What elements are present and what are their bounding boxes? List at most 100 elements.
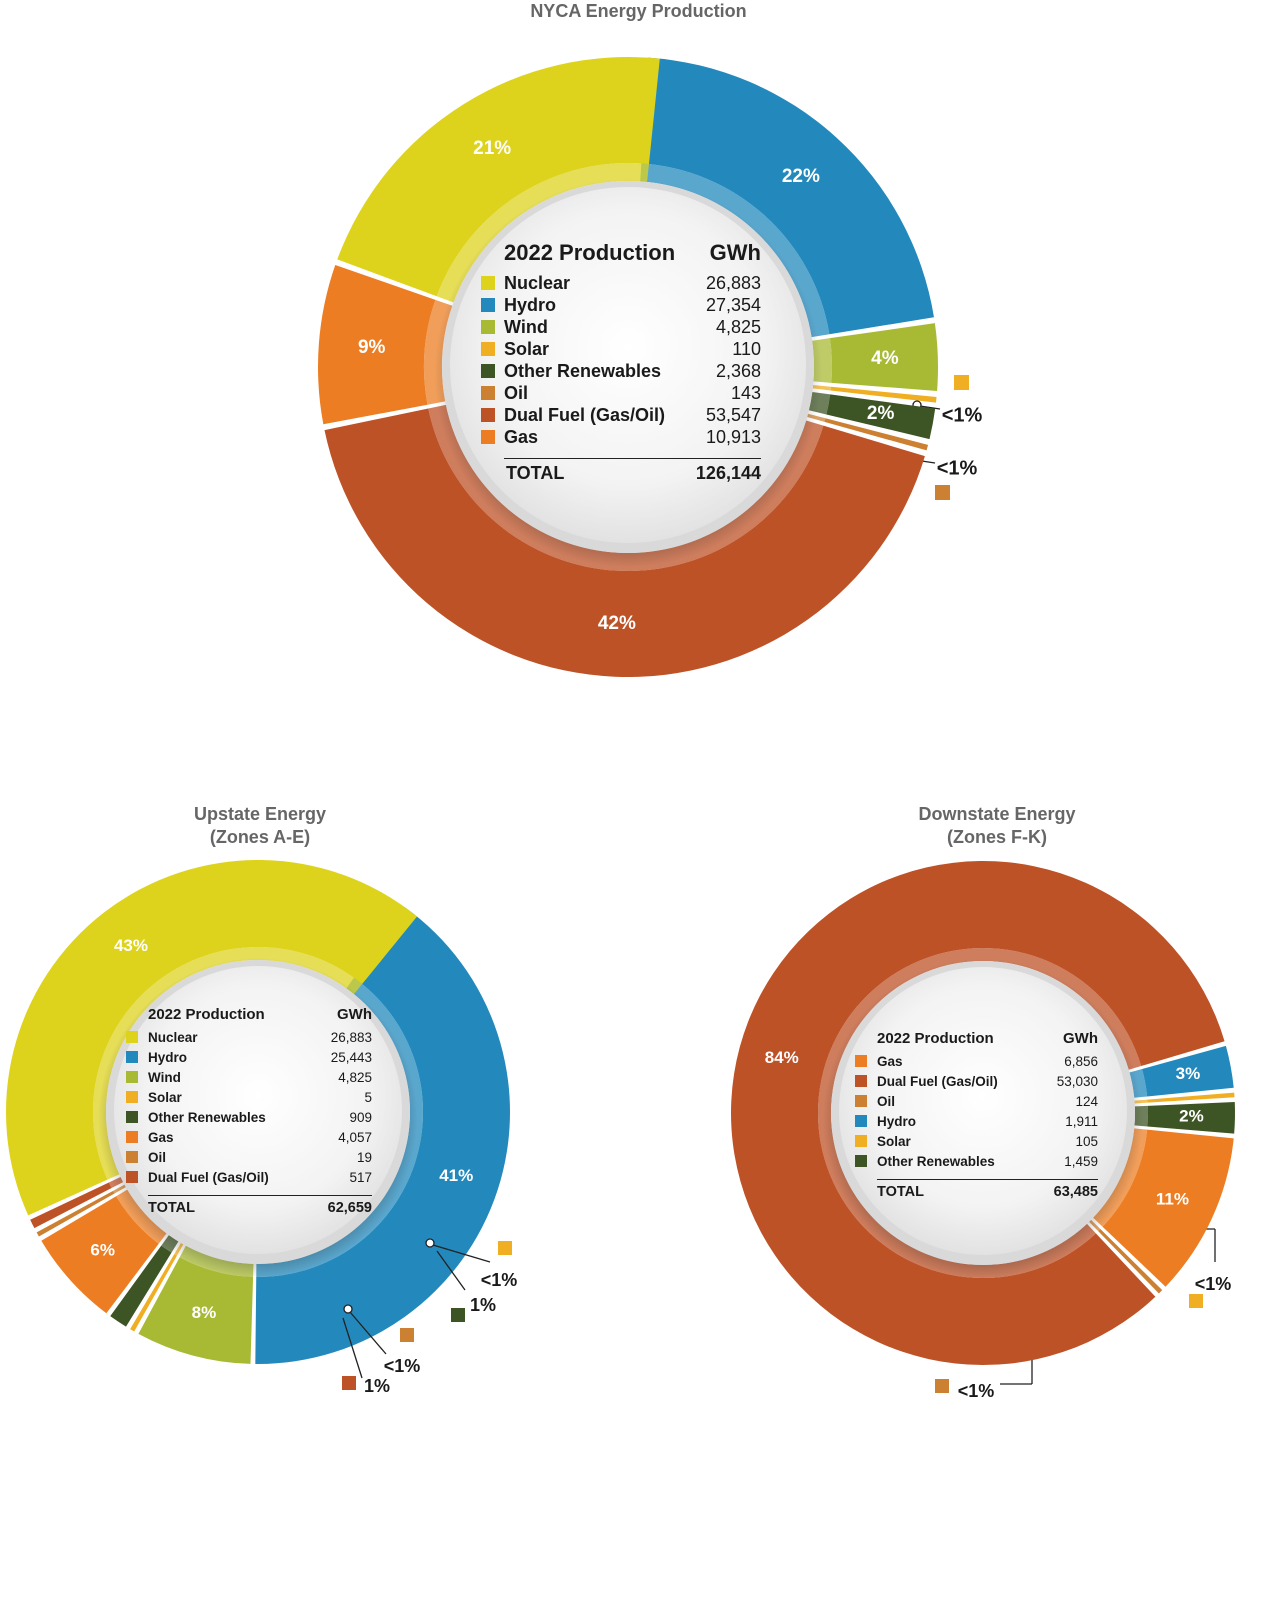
legend-value: 6,856 xyxy=(1064,1053,1098,1069)
legend-row-oil: Oil 19 xyxy=(126,1147,372,1167)
legend-row-nuclear: Nuclear 26,883 xyxy=(481,272,761,294)
donut-chart-3: 3% <1% 2% 11% <1% 84% xyxy=(731,861,1235,1401)
legend-value: 124 xyxy=(1075,1093,1098,1109)
legend-swatch xyxy=(855,1055,867,1067)
slice-percent-label: 6% xyxy=(90,1241,115,1260)
legend-total-label: TOTAL xyxy=(877,1184,924,1200)
downstate-title-line-2: (Zones F-K) xyxy=(947,827,1047,847)
slice-hydro xyxy=(1142,1045,1234,1097)
legend-label: Oil xyxy=(877,1093,896,1109)
inner-disc xyxy=(114,966,402,1254)
downstate-chart-title: Downstate Energy (Zones F-K) xyxy=(837,803,1157,849)
slice-percent-label: 2% xyxy=(867,403,895,424)
slice-other-renewables xyxy=(826,394,936,440)
legend-header-unit: GWh xyxy=(1063,1030,1098,1047)
legend-label: Other Renewables xyxy=(148,1109,266,1125)
legend-label: Hydro xyxy=(148,1049,188,1065)
callout-label: <1% xyxy=(958,1381,995,1401)
legend-swatch xyxy=(126,1171,138,1183)
slice-gas xyxy=(318,265,436,425)
legend-rows: Nuclear 26,883 Hydro 25,443 Wind 4,825 Solar 5 O… xyxy=(126,1027,372,1187)
callout-swatch xyxy=(342,1376,356,1390)
legend-row-nuclear: Nuclear 26,883 xyxy=(126,1027,372,1047)
legend-swatch xyxy=(481,430,495,444)
slice-nuclear xyxy=(6,860,418,1216)
callout-label: 1% xyxy=(364,1376,390,1396)
downstate-legend: 2022 Production GWh Gas 6,856 Dual Fuel (G… xyxy=(855,1030,1098,1200)
legend-row-oil: Oil 143 xyxy=(481,382,761,404)
legend-value: 110 xyxy=(732,338,761,359)
legend-value: 27,354 xyxy=(705,294,761,315)
slice-percent-label: 84% xyxy=(765,1048,799,1067)
callout-label: <1% xyxy=(937,457,978,479)
legend-label: Wind xyxy=(504,316,548,337)
slice-percent-label: 9% xyxy=(358,337,386,358)
upstate-chart-title: Upstate Energy (Zones A-E) xyxy=(100,803,420,849)
callout-line xyxy=(349,1311,387,1355)
legend-swatch xyxy=(126,1091,138,1103)
legend-swatch xyxy=(481,364,495,378)
legend-swatch xyxy=(126,1071,138,1083)
legend-value: 909 xyxy=(349,1109,372,1125)
slice-solar xyxy=(1147,1092,1235,1103)
legend-swatch xyxy=(481,342,495,356)
legend-row-gas: Gas 10,913 xyxy=(481,426,761,448)
legend-row-wind: Wind 4,825 xyxy=(126,1067,372,1087)
legend-swatch xyxy=(855,1095,867,1107)
legend-label: Solar xyxy=(504,338,550,359)
legend-value: 26,883 xyxy=(705,272,761,293)
legend-row-other-renewables: Other Renewables 2,368 xyxy=(481,360,761,382)
legend-value: 105 xyxy=(1075,1133,1098,1149)
donut-chart-2: 41%8%<1%1%6%<1%1%43% xyxy=(6,860,517,1396)
donut-chart-1: 22% 4% <1% 2% <1% 42% 9% 21% xyxy=(318,57,983,677)
callout-label: <1% xyxy=(481,1270,518,1290)
callout-swatch xyxy=(1189,1294,1203,1308)
legend-swatch xyxy=(126,1051,138,1063)
inner-disc xyxy=(450,187,806,543)
legend-header: 2022 Production GWh xyxy=(481,240,761,266)
legend-value: 53,030 xyxy=(1056,1073,1098,1089)
legend-row-solar: Solar 5 xyxy=(126,1087,372,1107)
legend-label: Nuclear xyxy=(148,1029,198,1045)
legend-label: Oil xyxy=(504,382,529,403)
legend-label: Gas xyxy=(877,1053,903,1069)
callout-swatch xyxy=(498,1241,512,1255)
callout-line xyxy=(432,1244,491,1263)
slice-gas xyxy=(1102,1129,1234,1287)
callout-swatch xyxy=(451,1308,465,1322)
legend-label: Wind xyxy=(148,1069,181,1085)
slice-percent-label: 42% xyxy=(598,613,636,634)
nyca-chart-title: NYCA Energy Production xyxy=(530,1,747,21)
slice-percent-label: 3% xyxy=(1176,1064,1201,1083)
legend-value: 10,913 xyxy=(705,426,761,447)
legend-rows: Nuclear 26,883 Hydro 27,354 Wind 4,825 Solar 11… xyxy=(481,272,761,448)
legend-row-dual-fuel: Dual Fuel (Gas/Oil) 53,030 xyxy=(855,1071,1098,1091)
legend-header-label: 2022 Production xyxy=(877,1030,994,1047)
callout-swatch xyxy=(935,485,950,500)
slice-dual-fuel xyxy=(324,408,925,677)
legend-value: 1,911 xyxy=(1065,1113,1098,1129)
legend-row-dual-fuel: Dual Fuel (Gas/Oil) 53,547 xyxy=(481,404,761,426)
legend-label: Solar xyxy=(148,1089,182,1105)
legend-row-other-renewables: Other Renewables 909 xyxy=(126,1107,372,1127)
slice-percent-label: 2% xyxy=(1179,1106,1204,1125)
callout-line xyxy=(436,1250,466,1291)
legend-label: Hydro xyxy=(877,1113,917,1129)
callout-line xyxy=(919,405,941,410)
slice-solar xyxy=(830,386,937,403)
legend-header: 2022 Production GWh xyxy=(126,1006,372,1023)
legend-swatch xyxy=(855,1135,867,1147)
slice-oil xyxy=(1098,1228,1163,1294)
legend-total: TOTAL 62,659 xyxy=(126,1200,372,1216)
legend-row-hydro: Hydro 1,911 xyxy=(855,1111,1098,1131)
legend-swatch xyxy=(481,276,495,290)
legend-label: Solar xyxy=(877,1133,911,1149)
callout-dot xyxy=(425,1238,435,1248)
legend-swatch xyxy=(855,1115,867,1127)
slice-percent-label: 4% xyxy=(871,348,899,369)
upstate-title-line-1: Upstate Energy xyxy=(193,804,327,824)
legend-row-gas: Gas 4,057 xyxy=(126,1127,372,1147)
legend-row-gas: Gas 6,856 xyxy=(855,1051,1098,1071)
legend-value: 2,368 xyxy=(715,360,761,381)
